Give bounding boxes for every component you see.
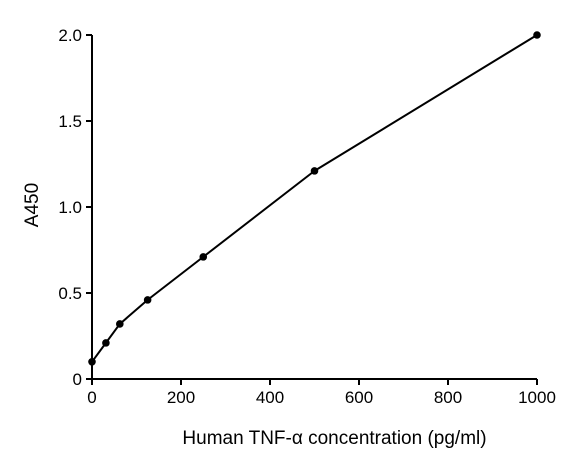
x-tick-label: 0 xyxy=(87,388,96,407)
y-tick-label: 2.0 xyxy=(58,26,82,45)
y-tick-label: 0 xyxy=(73,370,82,389)
y-tick-label: 1.0 xyxy=(58,198,82,217)
y-axis-ticks: 0 0.5 1.0 1.5 2.0 xyxy=(58,26,92,389)
series-group xyxy=(88,31,541,366)
data-point xyxy=(310,167,319,175)
x-tick-label: 400 xyxy=(256,388,284,407)
x-tick-label: 800 xyxy=(434,388,462,407)
x-tick-label: 200 xyxy=(167,388,195,407)
x-axis-ticks: 0 200 400 600 800 1000 xyxy=(87,379,556,407)
data-point xyxy=(533,31,541,39)
x-tick-label: 600 xyxy=(345,388,373,407)
y-tick-label: 1.5 xyxy=(58,112,82,131)
data-point xyxy=(143,296,152,304)
data-point xyxy=(199,253,208,261)
y-axis-title: A450 xyxy=(22,183,43,227)
data-point xyxy=(116,320,124,328)
x-axis-title: Human TNF-α concentration (pg/ml) xyxy=(182,428,486,449)
axes xyxy=(91,35,537,380)
x-tick-label: 1000 xyxy=(518,388,556,407)
y-tick-label: 0.5 xyxy=(58,284,82,303)
data-point xyxy=(102,339,110,347)
data-point xyxy=(88,358,96,366)
series-line xyxy=(91,34,538,363)
